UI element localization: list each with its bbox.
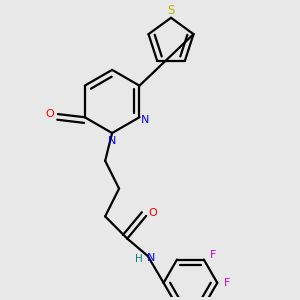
Text: N: N [147,253,155,262]
Text: O: O [149,208,158,218]
Text: H: H [135,254,143,263]
Text: S: S [167,4,175,17]
Text: F: F [210,250,217,260]
Text: N: N [141,115,149,125]
Text: O: O [46,109,54,119]
Text: N: N [108,136,116,146]
Text: F: F [224,278,230,288]
